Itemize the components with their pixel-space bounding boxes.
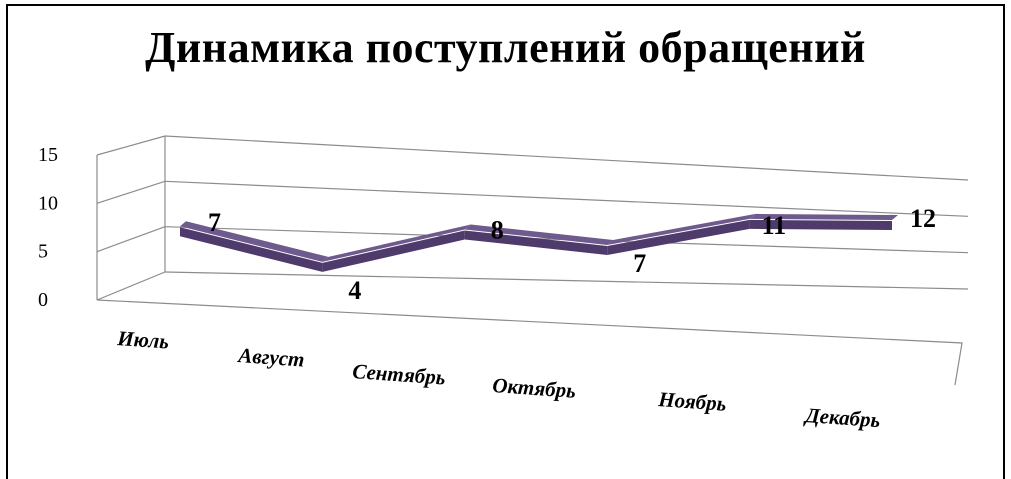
gridline-side (96, 135, 166, 156)
ribbon-segment-front (464, 230, 608, 255)
chart-grid (96, 135, 969, 386)
ribbon-segment-top (464, 224, 614, 245)
data-label: 12 (910, 204, 936, 233)
floor-edge (96, 299, 963, 386)
data-label: 8 (491, 215, 504, 244)
y-tick-label: 10 (38, 192, 58, 214)
x-tick-label: Октябрь (492, 373, 577, 403)
ribbon-segment-front (322, 230, 465, 272)
data-label: 7 (208, 208, 221, 237)
data-label: 7 (633, 249, 646, 278)
ribbon-segment-front (180, 227, 323, 272)
x-tick-label: Декабрь (803, 403, 881, 432)
gridline-back (164, 271, 969, 290)
data-label: 11 (762, 211, 787, 240)
x-tick-label: Август (236, 343, 306, 372)
ribbon-segment-top (749, 213, 898, 220)
ribbon-segment-front (749, 219, 892, 230)
chart-title: Динамика поступлений обращений (145, 23, 866, 72)
x-axis-ticks: Июль Август Сентябрь Октябрь Ноябрь Декабрь (116, 326, 881, 432)
y-axis-ticks: 0 5 10 15 (38, 144, 58, 311)
y-tick-label: 15 (38, 144, 58, 166)
ribbon-segment-top (180, 221, 329, 262)
ribbon-segment-top (322, 224, 471, 262)
gridline-side (96, 180, 166, 204)
data-labels: 7 4 8 7 11 12 (208, 204, 936, 305)
x-tick-label: Июль (116, 326, 170, 354)
ribbon-segment-front (607, 219, 750, 255)
x-tick-label: Сентябрь (352, 359, 447, 389)
series-ribbon (180, 213, 898, 272)
ribbon-segment-top (607, 213, 756, 245)
data-label: 4 (348, 276, 361, 305)
x-tick-label: Ноябрь (657, 387, 727, 416)
gridline-back (164, 180, 969, 217)
y-tick-label: 5 (38, 241, 48, 263)
gridline-side (96, 226, 166, 253)
y-tick-label: 0 (38, 289, 48, 311)
gridline-side (96, 271, 166, 301)
gridline-back (164, 135, 969, 181)
